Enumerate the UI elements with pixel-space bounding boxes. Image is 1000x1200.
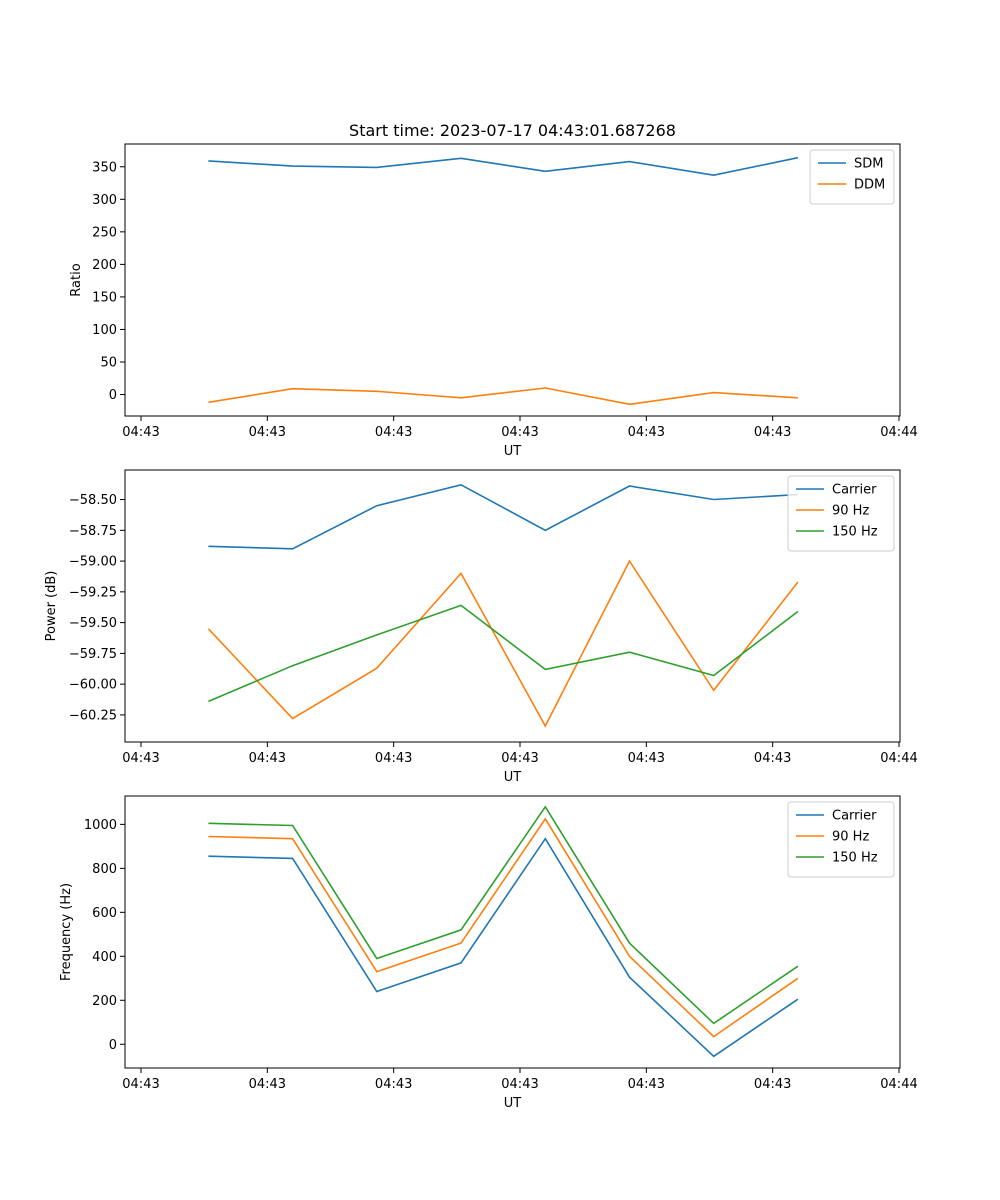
x-tick-label: 04:43 bbox=[501, 425, 538, 440]
series-line-150-hz bbox=[208, 604, 799, 703]
ratio-subplot: Start time: 2023-07-17 04:43:01.687268 R… bbox=[69, 121, 918, 459]
y-tick-label: 250 bbox=[92, 225, 117, 240]
x-tick-label: 04:44 bbox=[880, 1077, 917, 1092]
y-axis-label: Frequency (Hz) bbox=[59, 883, 74, 981]
series-line-sdm bbox=[208, 156, 799, 177]
axes-frame bbox=[124, 795, 901, 1069]
x-tick-label: 04:43 bbox=[249, 425, 286, 440]
chart-title: Start time: 2023-07-17 04:43:01.687268 bbox=[349, 121, 676, 140]
x-tick-label: 04:43 bbox=[249, 751, 286, 766]
series-line-carrier bbox=[208, 483, 798, 550]
x-tick-label: 04:43 bbox=[754, 1077, 791, 1092]
x-tick-label: 04:43 bbox=[754, 425, 791, 440]
legend-label: SDM bbox=[854, 157, 883, 172]
x-tick-label: 04:43 bbox=[375, 425, 412, 440]
x-tick-label: 04:43 bbox=[249, 1077, 286, 1092]
x-tick-label: 04:43 bbox=[122, 425, 159, 440]
y-tick-label: 0 bbox=[109, 388, 117, 403]
y-tick-label: 50 bbox=[100, 355, 117, 370]
legend-box bbox=[787, 801, 895, 878]
y-tick-label: 0 bbox=[109, 1038, 117, 1053]
frequency-subplot: Frequency (Hz) UT 04:43 04:43 04:43 04:43 04… bbox=[59, 795, 918, 1111]
legend: Carrier 90 Hz 150 Hz bbox=[787, 475, 895, 552]
power-subplot: Power (dB) UT 04:43 04:43 04:43 04:43 04:43 0… bbox=[44, 469, 918, 785]
x-tick-label: 04:43 bbox=[375, 751, 412, 766]
legend-label: 150 Hz bbox=[832, 525, 878, 540]
series-line-ddm bbox=[208, 387, 798, 406]
legend-label: Carrier bbox=[832, 809, 877, 824]
y-tick-label: 1000 bbox=[84, 818, 117, 833]
y-tick-label: 150 bbox=[92, 290, 117, 305]
series-line-90-hz bbox=[207, 559, 799, 728]
x-axis-label: UT bbox=[504, 1096, 522, 1111]
y-tick-label: 200 bbox=[92, 258, 117, 273]
y-tick-label: −59.50 bbox=[69, 616, 117, 631]
x-axis-label: UT bbox=[504, 770, 522, 785]
y-tick-label: 400 bbox=[92, 950, 117, 965]
legend-label: DDM bbox=[854, 178, 885, 193]
legend-box bbox=[787, 475, 895, 552]
y-tick-label: 600 bbox=[92, 906, 117, 921]
axes-frame bbox=[124, 143, 901, 417]
y-tick-label: −58.75 bbox=[69, 524, 117, 539]
y-tick-label: 200 bbox=[92, 994, 117, 1009]
y-tick-label: −58.50 bbox=[69, 493, 117, 508]
series-line-carrier bbox=[208, 837, 799, 1058]
legend: SDM DDM bbox=[809, 149, 895, 205]
x-tick-label: 04:44 bbox=[880, 425, 917, 440]
y-tick-label: −59.00 bbox=[69, 555, 117, 570]
legend-label: 90 Hz bbox=[832, 830, 869, 845]
axes-frame bbox=[124, 469, 901, 743]
legend: Carrier 90 Hz 150 Hz bbox=[787, 801, 895, 878]
x-tick-label: 04:43 bbox=[375, 1077, 412, 1092]
y-axis-label: Ratio bbox=[69, 263, 84, 296]
y-tick-label: −60.25 bbox=[69, 708, 117, 723]
y-axis-label: Power (dB) bbox=[44, 571, 59, 642]
x-tick-label: 04:43 bbox=[628, 425, 665, 440]
x-axis-label: UT bbox=[504, 444, 522, 459]
y-tick-label: 800 bbox=[92, 862, 117, 877]
x-tick-label: 04:43 bbox=[628, 1077, 665, 1092]
series-line-90-hz bbox=[208, 817, 799, 1038]
y-tick-label: 100 bbox=[92, 323, 117, 338]
legend-label: Carrier bbox=[832, 483, 877, 498]
y-tick-label: −59.25 bbox=[69, 585, 117, 600]
x-tick-label: 04:43 bbox=[501, 1077, 538, 1092]
x-tick-label: 04:43 bbox=[628, 751, 665, 766]
x-tick-label: 04:44 bbox=[880, 751, 917, 766]
y-tick-label: −60.00 bbox=[69, 678, 117, 693]
x-tick-label: 04:43 bbox=[122, 751, 159, 766]
y-tick-label: −59.75 bbox=[69, 647, 117, 662]
legend-label: 90 Hz bbox=[832, 504, 869, 519]
x-tick-label: 04:43 bbox=[122, 1077, 159, 1092]
y-tick-label: 300 bbox=[92, 193, 117, 208]
x-tick-label: 04:43 bbox=[501, 751, 538, 766]
legend-label: 150 Hz bbox=[832, 851, 878, 866]
x-tick-label: 04:43 bbox=[754, 751, 791, 766]
y-tick-label: 350 bbox=[92, 160, 117, 175]
series-line-150-hz bbox=[208, 805, 799, 1025]
